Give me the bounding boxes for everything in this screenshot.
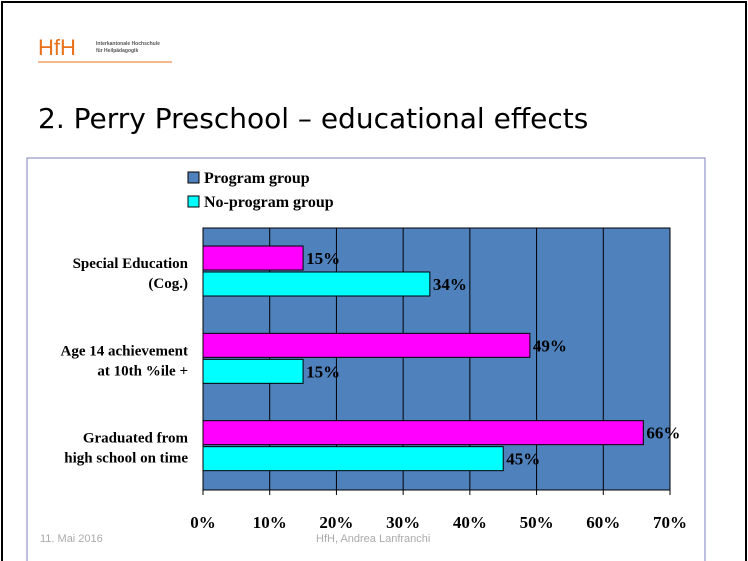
x-tick-label: 70% — [653, 513, 687, 532]
y-tick-label: Special Education (Cog.) — [73, 256, 189, 292]
y-tick-label-line: Graduated from — [83, 431, 189, 447]
bar — [202, 358, 304, 384]
slide-title: 2. Perry Preschool – educational effects — [38, 102, 588, 135]
footer-date: 11. Mai 2016 — [40, 533, 103, 545]
y-tick-label-line: at 10th %ile + — [97, 363, 188, 379]
logo: HfH — [38, 35, 76, 60]
footer-author: HfH, Andrea Lanfranchi — [316, 533, 430, 545]
legend-swatch — [187, 195, 200, 208]
bar — [202, 271, 431, 297]
x-tick-label: 20% — [319, 513, 353, 532]
x-tick-label: 50% — [520, 513, 554, 532]
bar — [202, 245, 304, 271]
value-label: 45% — [506, 450, 540, 469]
logo-text: für Heilpädagogik — [96, 48, 138, 54]
chart: 0% 10% 20% 30% 40% 50% 60% 70% Program group No-p… — [61, 170, 687, 532]
legend-label: No-program group — [204, 194, 334, 211]
legend-swatch — [187, 171, 200, 184]
x-tick-label: 60% — [586, 513, 620, 532]
value-label: 15% — [306, 249, 340, 268]
y-tick-label-line: (Cog.) — [148, 276, 188, 292]
bar — [202, 446, 504, 472]
x-tick-label: 40% — [453, 513, 487, 532]
value-label: 66% — [646, 424, 680, 443]
value-label: 49% — [533, 336, 567, 355]
y-tick-label-line: high school on time — [64, 451, 188, 467]
value-label: 34% — [433, 275, 467, 294]
value-label: 15% — [306, 362, 340, 381]
y-tick-label: Age 14 achievement at 10th %ile + — [61, 343, 188, 379]
y-tick-label: Graduated from high school on time — [64, 431, 188, 467]
x-tick-label: 0% — [190, 513, 216, 532]
logo-text: Interkantonale Hochschule — [96, 41, 160, 47]
chart-frame — [26, 157, 706, 561]
y-tick-label-line: Special Education — [73, 256, 189, 272]
bar — [202, 332, 531, 358]
legend-label: Program group — [204, 170, 310, 187]
x-tick-label: 10% — [253, 513, 287, 532]
bar — [202, 420, 644, 446]
x-tick-label: 30% — [386, 513, 420, 532]
y-tick-label-line: Age 14 achievement — [61, 343, 188, 359]
